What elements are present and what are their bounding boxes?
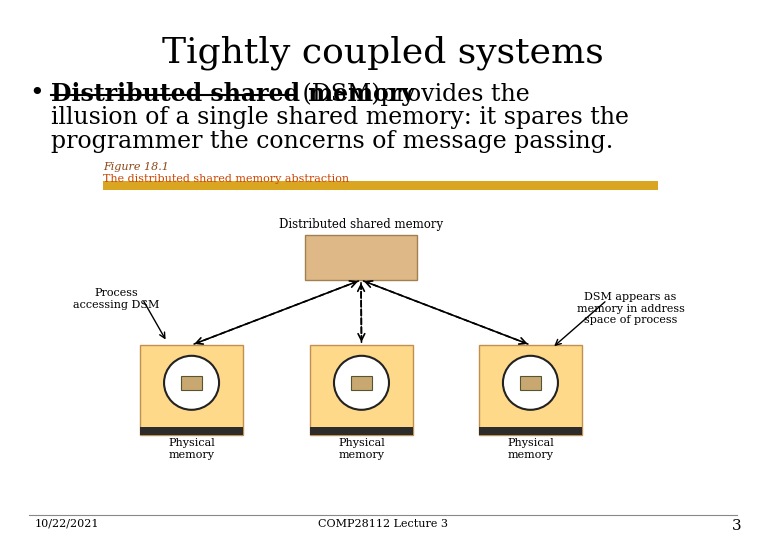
Ellipse shape	[334, 356, 389, 410]
Text: DSM appears as
memory in address
space of process: DSM appears as memory in address space o…	[576, 292, 685, 325]
Bar	[479, 427, 582, 435]
Text: Figure 18.1: Figure 18.1	[103, 162, 169, 172]
Text: Distributed shared memory: Distributed shared memory	[279, 218, 443, 231]
Bar	[140, 345, 243, 435]
Bar	[140, 427, 243, 435]
Bar	[103, 181, 658, 190]
Bar	[304, 235, 417, 280]
Text: 3: 3	[732, 519, 742, 533]
Bar	[519, 376, 541, 390]
Bar	[181, 376, 202, 390]
Text: (DSM)provides the: (DSM)provides the	[295, 82, 530, 105]
Text: The distributed shared memory abstraction: The distributed shared memory abstractio…	[103, 174, 349, 184]
Bar	[351, 376, 372, 390]
Bar	[310, 427, 413, 435]
Text: Physical
memory: Physical memory	[168, 438, 215, 460]
Text: illusion of a single shared memory: it spares the: illusion of a single shared memory: it s…	[51, 106, 629, 129]
Text: COMP28112 Lecture 3: COMP28112 Lecture 3	[318, 519, 448, 529]
Bar	[310, 345, 413, 435]
Text: Physical
memory: Physical memory	[338, 438, 385, 460]
Text: Process
accessing DSM: Process accessing DSM	[73, 288, 159, 309]
Ellipse shape	[503, 356, 558, 410]
Text: 10/22/2021: 10/22/2021	[34, 519, 99, 529]
Text: programmer the concerns of message passing.: programmer the concerns of message passi…	[51, 130, 613, 153]
Ellipse shape	[164, 356, 219, 410]
Text: Physical
memory: Physical memory	[507, 438, 554, 460]
Text: Tightly coupled systems: Tightly coupled systems	[162, 35, 604, 70]
Text: Distributed shared memory: Distributed shared memory	[51, 82, 415, 106]
Text: •: •	[30, 82, 44, 105]
Bar	[479, 345, 582, 435]
